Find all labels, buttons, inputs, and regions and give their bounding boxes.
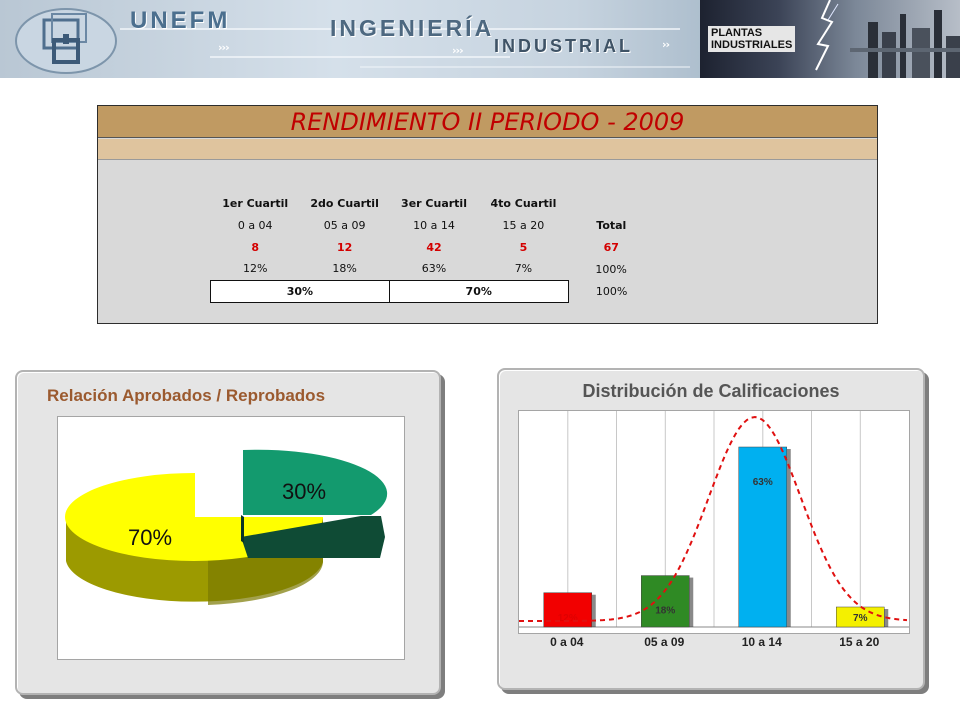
count-cell: 5 bbox=[519, 240, 528, 254]
grade-summary-table: 1er Cuartil 2do Cuartil 3er Cuartil 4to … bbox=[210, 192, 655, 303]
aprobados-pct-cell: 70% bbox=[388, 279, 569, 303]
plants-label: PLANTAS INDUSTRIALES bbox=[708, 26, 796, 52]
range-cell: 0 a 04 bbox=[237, 218, 273, 232]
unefm-logo bbox=[15, 8, 117, 74]
pie-slice-30-side bbox=[241, 516, 385, 558]
pie-chart: 30% 70% bbox=[65, 449, 388, 605]
pie-label-30: 30% bbox=[282, 479, 326, 504]
range-cell: 10 a 14 bbox=[413, 218, 455, 232]
count-cell: 42 bbox=[426, 240, 442, 254]
quartile-header: 4to Cuartil bbox=[490, 196, 557, 210]
quartile-header: 1er Cuartil bbox=[222, 196, 289, 210]
percent-row: 12% 18% 63% 7% 100% bbox=[211, 258, 655, 280]
summary-total-cell: 100% bbox=[595, 284, 628, 298]
pie-slice-30 bbox=[243, 449, 388, 515]
header-banner: UNEFM INGENIERÍA INDUSTRIAL ››› ››› ›› P… bbox=[0, 0, 960, 78]
chevron-icon: ›› bbox=[662, 38, 670, 51]
trend-curve bbox=[519, 415, 908, 622]
count-cell: 12 bbox=[336, 240, 353, 254]
empty-cell bbox=[568, 192, 654, 214]
range-cell: 15 a 20 bbox=[502, 218, 545, 232]
pie-slice-70-side-shade bbox=[208, 517, 323, 605]
quartile-header: 2do Cuartil bbox=[310, 196, 379, 210]
plants-label-line-1: PLANTAS bbox=[711, 27, 763, 39]
percent-cell: 7% bbox=[514, 262, 533, 276]
x-tick-label: 05 a 09 bbox=[644, 635, 685, 649]
pie-plot-area: 30% 70% bbox=[57, 416, 405, 660]
table-title: RENDIMIENTO II PERIODO - 2009 bbox=[98, 106, 877, 138]
x-tick-label: 0 a 04 bbox=[550, 635, 584, 649]
count-row: 8 12 42 5 67 bbox=[211, 236, 655, 258]
bar-value-label: 12% bbox=[558, 613, 578, 624]
total-header: Total bbox=[596, 218, 627, 232]
banner-line-2: INDUSTRIAL bbox=[494, 36, 633, 56]
bar-chart-panel: Distribución de Calificaciones 12% 18% 63%… bbox=[497, 368, 925, 690]
percent-cell: 12% bbox=[242, 262, 268, 276]
performance-table-panel: RENDIMIENTO II PERIODO - 2009 1er Cuarti… bbox=[97, 105, 878, 324]
bar-plot-area: 12% 18% 63% 7% bbox=[518, 410, 910, 634]
quartile-row: 1er Cuartil 2do Cuartil 3er Cuartil 4to … bbox=[211, 192, 655, 214]
bar-value-label: 63% bbox=[753, 477, 773, 488]
chevron-icon: ››› bbox=[218, 41, 230, 54]
range-row: 0 a 04 05 a 09 10 a 14 15 a 20 Total bbox=[211, 214, 655, 236]
x-tick-label: 10 a 14 bbox=[741, 635, 782, 649]
bar bbox=[738, 446, 787, 628]
table-header-band bbox=[98, 139, 877, 160]
banner-brand: UNEFM bbox=[130, 7, 231, 34]
percent-total-cell: 100% bbox=[595, 262, 627, 276]
industrial-plant-photo: PLANTAS INDUSTRIALES bbox=[700, 0, 960, 78]
quartile-header: 3er Cuartil bbox=[401, 196, 467, 210]
plants-label-line-2: INDUSTRIALES bbox=[711, 39, 793, 51]
bar bbox=[836, 606, 885, 628]
plant-silhouette bbox=[815, 0, 960, 78]
pie-label-70: 70% bbox=[128, 525, 172, 550]
bar-value-label: 18% bbox=[655, 606, 675, 617]
bar bbox=[641, 575, 690, 628]
pie-chart-panel: Relación Aprobados / Reprobados 30% 70% bbox=[15, 370, 441, 695]
pie-chart-title: Relación Aprobados / Reprobados bbox=[47, 386, 326, 405]
range-cell: 05 a 09 bbox=[323, 218, 366, 232]
bar-value-label: 7% bbox=[853, 613, 868, 624]
count-total-cell: 67 bbox=[603, 240, 619, 254]
banner-line-1: INGENIERÍA bbox=[330, 15, 495, 41]
bar-chart-title: Distribución de Calificaciones bbox=[582, 381, 840, 401]
percent-cell: 18% bbox=[332, 262, 357, 276]
bar-chart: 12% 18% 63% 7% bbox=[519, 411, 909, 628]
pie-slice-30-side-dark bbox=[241, 515, 244, 543]
count-cell: 8 bbox=[251, 240, 260, 254]
x-tick-label: 15 a 20 bbox=[839, 635, 880, 649]
reprobados-pct-cell: 30% bbox=[210, 279, 390, 303]
summary-row: 30% 70% 100% bbox=[210, 279, 655, 303]
chevron-icon: ››› bbox=[452, 44, 464, 57]
percent-cell: 63% bbox=[421, 262, 447, 276]
